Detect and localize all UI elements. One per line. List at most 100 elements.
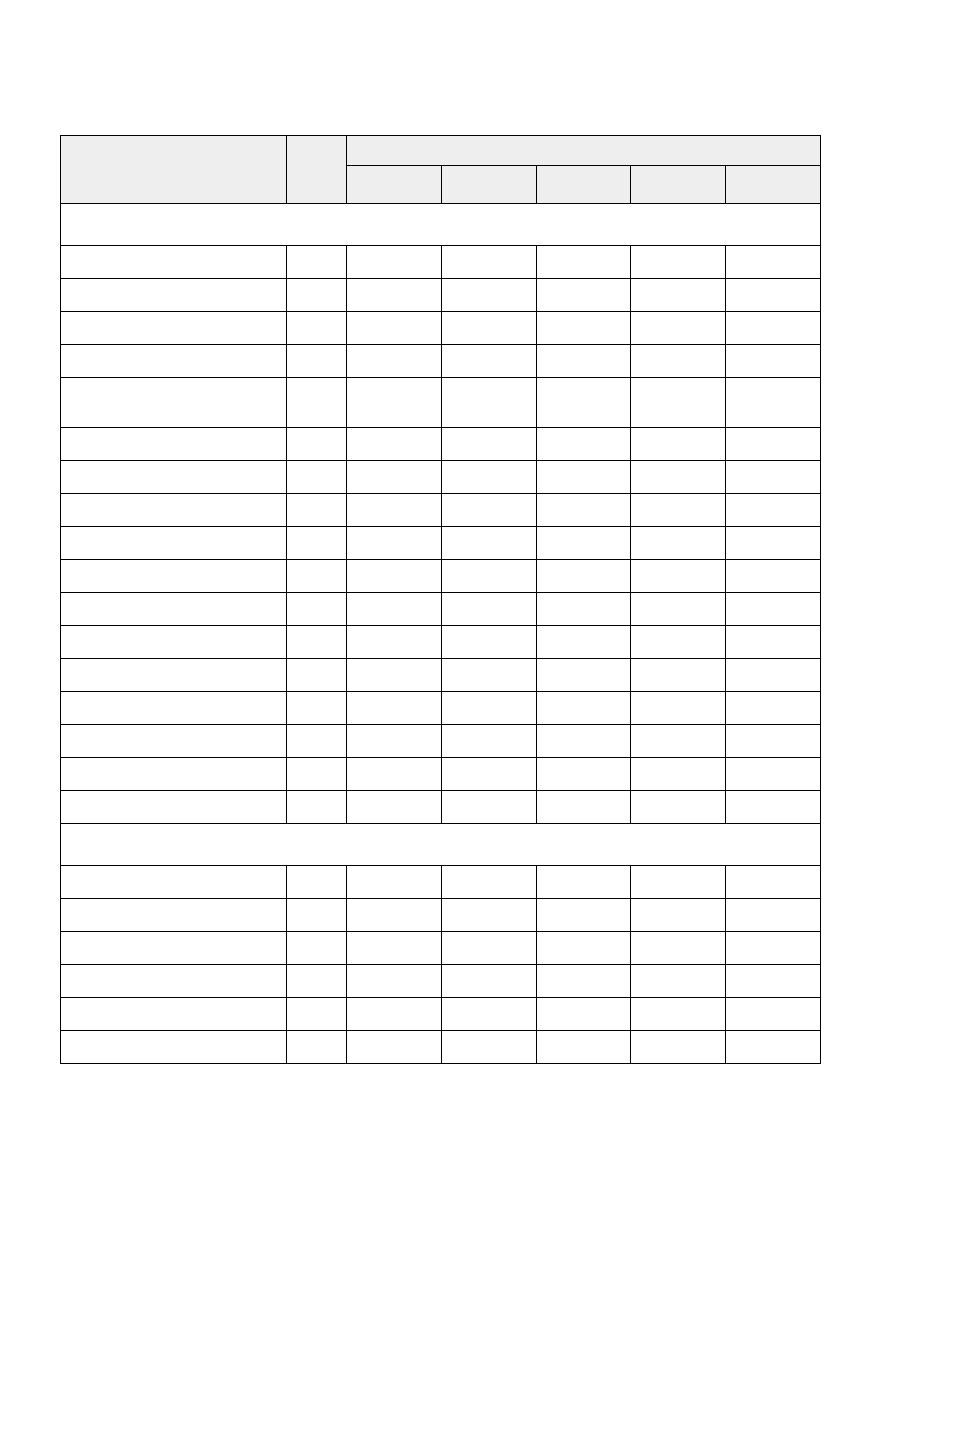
row-note [287, 345, 347, 378]
row-value [726, 494, 821, 527]
table-body [61, 204, 821, 1064]
row-note [287, 312, 347, 345]
row-value [631, 659, 726, 692]
row-value [536, 527, 631, 560]
row-note [287, 428, 347, 461]
row-value [441, 494, 536, 527]
table-row [61, 494, 821, 527]
row-value [441, 725, 536, 758]
table-row [61, 791, 821, 824]
row-note [287, 593, 347, 626]
row-value [631, 593, 726, 626]
row-value [536, 659, 631, 692]
row-value [631, 932, 726, 965]
header-year-2 [441, 166, 536, 204]
table-row [61, 378, 821, 428]
table-row [61, 345, 821, 378]
row-label [61, 866, 287, 899]
row-value [726, 866, 821, 899]
header-label [61, 136, 287, 204]
row-label [61, 932, 287, 965]
table-row [61, 312, 821, 345]
row-label [61, 791, 287, 824]
row-note [287, 692, 347, 725]
row-value [631, 527, 726, 560]
table-row [61, 279, 821, 312]
row-label [61, 659, 287, 692]
row-label [61, 758, 287, 791]
table-row [61, 1031, 821, 1064]
row-label [61, 246, 287, 279]
row-value [347, 659, 442, 692]
row-note [287, 560, 347, 593]
row-value [726, 626, 821, 659]
data-table [60, 135, 821, 1064]
row-value [631, 998, 726, 1031]
row-value [726, 932, 821, 965]
table-row [61, 725, 821, 758]
row-label [61, 998, 287, 1031]
row-value [726, 279, 821, 312]
row-value [347, 965, 442, 998]
table-row [61, 758, 821, 791]
row-value [631, 791, 726, 824]
table-row [61, 965, 821, 998]
row-value [441, 899, 536, 932]
row-label [61, 626, 287, 659]
row-value [726, 965, 821, 998]
row-value [631, 626, 726, 659]
row-value [441, 593, 536, 626]
row-label [61, 725, 287, 758]
row-note [287, 246, 347, 279]
row-value [726, 312, 821, 345]
page-content [60, 135, 820, 1064]
row-value [536, 461, 631, 494]
row-value [347, 725, 442, 758]
row-value [347, 758, 442, 791]
table-row [61, 899, 821, 932]
row-value [631, 312, 726, 345]
row-label [61, 428, 287, 461]
section-title [61, 824, 821, 866]
row-value [347, 246, 442, 279]
row-value [347, 461, 442, 494]
table-row [61, 932, 821, 965]
row-value [441, 1031, 536, 1064]
row-value [441, 378, 536, 428]
row-label [61, 899, 287, 932]
header-year-1 [347, 166, 442, 204]
row-value [441, 246, 536, 279]
row-value [726, 378, 821, 428]
table-row [61, 560, 821, 593]
row-value [347, 1031, 442, 1064]
row-value [347, 593, 442, 626]
table-row [61, 626, 821, 659]
row-value [536, 279, 631, 312]
row-value [631, 899, 726, 932]
row-value [441, 791, 536, 824]
row-label [61, 279, 287, 312]
row-label [61, 593, 287, 626]
header-span [347, 136, 821, 166]
table-row [61, 593, 821, 626]
row-value [536, 560, 631, 593]
row-note [287, 279, 347, 312]
row-note [287, 527, 347, 560]
row-note [287, 725, 347, 758]
row-value [726, 692, 821, 725]
row-value [726, 527, 821, 560]
row-value [536, 494, 631, 527]
row-value [347, 932, 442, 965]
row-value [441, 560, 536, 593]
row-value [536, 725, 631, 758]
row-value [441, 279, 536, 312]
row-note [287, 461, 347, 494]
row-note [287, 378, 347, 428]
row-value [441, 998, 536, 1031]
row-value [631, 279, 726, 312]
row-value [536, 965, 631, 998]
row-value [631, 246, 726, 279]
header-year-4 [631, 166, 726, 204]
row-note [287, 626, 347, 659]
row-value [441, 866, 536, 899]
